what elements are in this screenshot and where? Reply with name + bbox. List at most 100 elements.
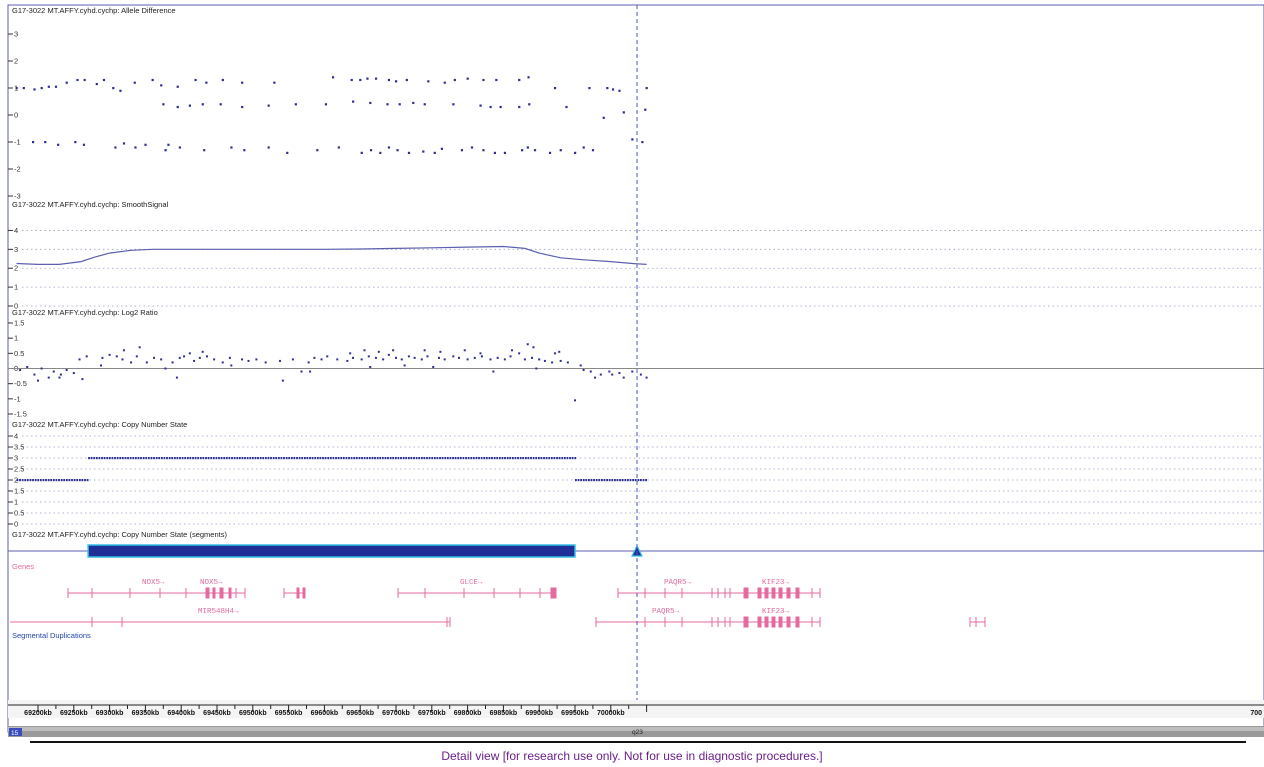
axis-tick-label: 69900kb: [525, 710, 553, 717]
copy-number-state-point: [511, 457, 514, 460]
log2-ratio-point: [85, 355, 88, 358]
log2-ratio-point: [452, 355, 455, 358]
log2-ratio-point: [58, 376, 61, 379]
copy-number-state-point: [642, 479, 645, 482]
smooth-signal-title: G17-3022 MT.AFFY.cyhd.cychp: SmoothSigna…: [12, 200, 169, 209]
axis-tick-label: 69450kb: [203, 710, 231, 717]
copy-number-state-point: [47, 479, 50, 482]
copy-number-state-point: [19, 479, 21, 482]
copy-number-state-point: [32, 479, 34, 482]
log2-ratio-point: [509, 355, 512, 358]
copy-number-state-point: [446, 457, 449, 460]
copy-number-state-point: [249, 457, 252, 460]
chromosome-label: 15: [11, 730, 19, 737]
copy-number-state-point: [267, 457, 270, 460]
allele-difference-point: [366, 77, 369, 80]
copy-number-state-tick-label: 3.5: [14, 443, 24, 452]
log2-ratio-panel: G17-3022 MT.AFFY.cyhd.cychp: Log2 Ratio …: [8, 308, 1264, 419]
allele-difference-point: [548, 151, 552, 154]
copy-number-state-point: [244, 457, 246, 460]
allele-difference-point: [396, 149, 399, 152]
allele-difference-point: [559, 149, 562, 152]
copy-number-state-point: [575, 479, 577, 482]
allele-difference-point: [176, 85, 179, 88]
allele-difference-point: [644, 108, 647, 111]
copy-number-state-point: [220, 457, 223, 460]
allele-difference-tick-label: -3: [14, 192, 21, 201]
log2-ratio-point: [496, 356, 499, 359]
copy-number-state-point: [58, 479, 60, 482]
log2-ratio-point: [558, 350, 561, 353]
copy-number-state-point: [366, 457, 369, 460]
log2-ratio-point: [432, 365, 435, 368]
copy-number-state-point: [506, 457, 509, 460]
copy-number-state-point: [517, 457, 519, 460]
copy-number-state-point: [137, 457, 140, 460]
allele-difference-point: [230, 146, 233, 149]
cytoband-ideogram[interactable]: [8, 726, 1264, 737]
axis-tick-label: 69950kb: [561, 710, 589, 717]
copy-number-state-point: [319, 457, 322, 460]
gene-label-paqr5-a[interactable]: PAQR5→: [664, 579, 692, 587]
copy-number-state-point: [329, 457, 332, 460]
copy-number-state-point: [228, 457, 231, 460]
copy-number-state-point: [225, 457, 228, 460]
allele-difference-point: [324, 103, 328, 106]
gene-label-paqr5-b[interactable]: PAQR5→: [652, 608, 680, 616]
copy-number-state-point: [205, 457, 207, 460]
copy-number-state-point: [563, 457, 566, 460]
log2-ratio-point: [247, 359, 250, 362]
gene-label-glce[interactable]: GLCE→: [460, 579, 483, 587]
copy-number-state-point: [601, 479, 603, 482]
log2-ratio-point: [510, 349, 513, 352]
log2-ratio-point: [599, 373, 602, 376]
log2-ratio-point: [392, 349, 395, 352]
gene-label-mir548h4[interactable]: MIR548H4→: [198, 608, 239, 616]
log2-ratio-point: [437, 356, 440, 359]
copy-number-state-point: [306, 457, 309, 460]
gene-label-nox5-a[interactable]: NOX5→: [142, 579, 165, 587]
copy-number-state-point: [246, 457, 249, 460]
allele-difference-point: [114, 146, 117, 149]
copy-number-state-point: [574, 457, 577, 460]
copy-number-state-point: [624, 479, 627, 482]
copy-number-state-point: [181, 457, 184, 460]
copy-number-state-point: [496, 457, 499, 460]
log2-ratio-point: [130, 361, 133, 364]
log2-ratio-point: [121, 358, 124, 361]
allele-difference-point: [102, 78, 106, 82]
axis-ticks: 69200kb 69250kb 69300kb 69350kb 69400kb 69450…: [24, 705, 1262, 717]
copy-number-segment-bar[interactable]: [87, 544, 576, 558]
copy-number-state-point: [524, 457, 527, 460]
copy-number-state-point: [402, 457, 405, 460]
copy-number-state-point: [166, 457, 168, 460]
allele-difference-point: [518, 78, 521, 82]
copy-number-state-point: [24, 479, 27, 482]
allele-difference-point: [65, 81, 68, 84]
log2-ratio-point: [78, 358, 81, 361]
copy-number-state-point: [371, 457, 374, 460]
copy-number-state-point: [124, 457, 127, 460]
axis-tick-label: 69350kb: [132, 710, 160, 717]
log2-ratio-point: [594, 376, 597, 379]
copy-number-state-point: [410, 457, 413, 460]
gene-label-nox5-b[interactable]: NOX5→: [200, 579, 223, 587]
log2-ratio-point: [307, 361, 310, 364]
log2-ratio-point: [193, 359, 196, 362]
log2-ratio-point: [72, 372, 75, 375]
axis-tick-label: 69850kb: [490, 710, 518, 717]
log2-ratio-point: [152, 356, 155, 359]
copy-number-state-point: [457, 457, 460, 460]
gene-label-kif23-a[interactable]: KIF23→: [762, 579, 790, 587]
log2-ratio-points: [19, 343, 648, 402]
copy-number-state-point: [368, 457, 371, 460]
copy-number-state-tick-label: 2: [14, 476, 18, 485]
copy-number-state-y-axis: 0 0.5 1 1.5 2 2.5 3 3.5 4: [8, 432, 24, 529]
allele-difference-point: [95, 82, 98, 86]
cytoband-bar[interactable]: 15 q23: [8, 726, 1264, 737]
allele-difference-point: [176, 105, 179, 109]
allele-difference-point: [40, 87, 43, 90]
copy-number-state-point: [598, 479, 601, 482]
gene-label-kif23-b[interactable]: KIF23→: [762, 608, 790, 616]
copy-number-state-point: [160, 457, 163, 460]
